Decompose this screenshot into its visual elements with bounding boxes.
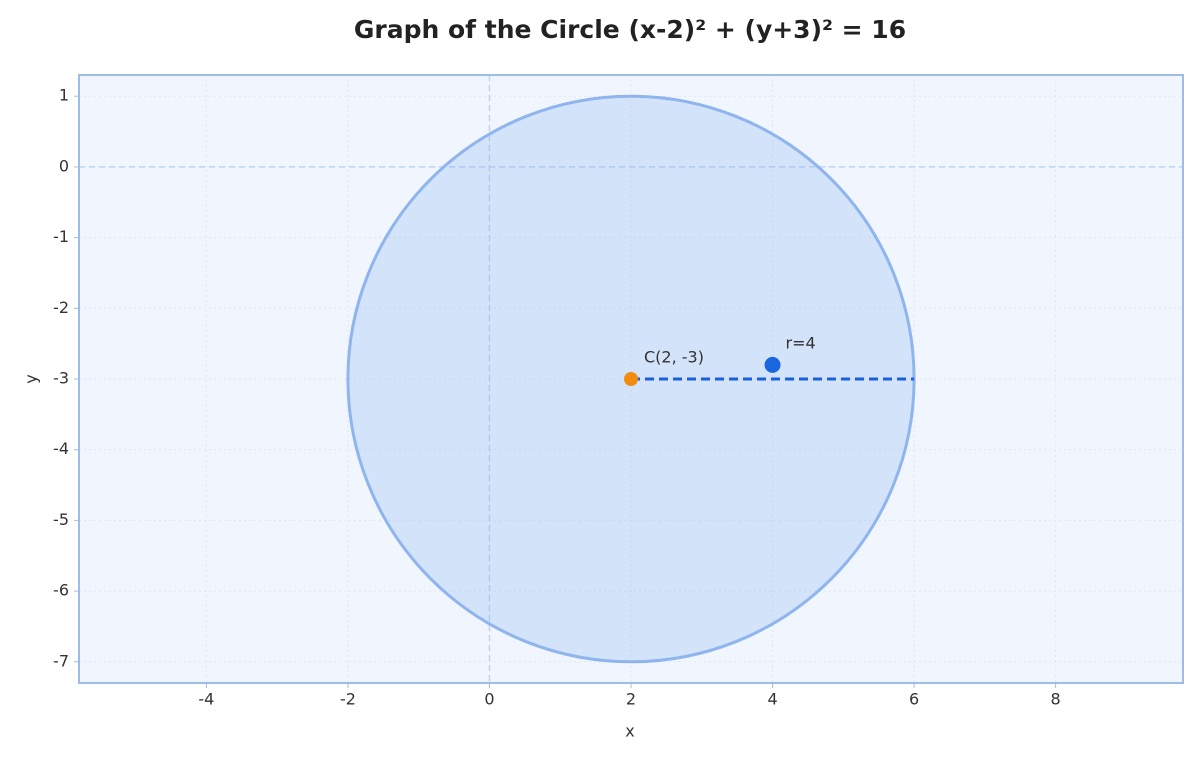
x-tick-label: 8 <box>1051 690 1061 709</box>
y-tick-label: -4 <box>53 439 69 458</box>
y-tick-label: -5 <box>53 510 69 529</box>
y-tick-label: -1 <box>53 227 69 246</box>
x-tick-label: -4 <box>198 690 214 709</box>
y-axis-label: y <box>22 374 41 383</box>
y-tick-label: -6 <box>53 581 69 600</box>
x-tick-label: 2 <box>626 690 636 709</box>
y-tick-label: 1 <box>59 86 69 105</box>
x-tick-label: 6 <box>909 690 919 709</box>
y-tick-label: -7 <box>53 651 69 670</box>
point-label: r=4 <box>786 333 816 352</box>
y-tick-label: -2 <box>53 298 69 317</box>
plot-frame <box>78 74 1184 684</box>
x-tick-label: 0 <box>484 690 494 709</box>
x-tick-label: -2 <box>340 690 356 709</box>
chart-title: Graph of the Circle (x-2)² + (y+3)² = 16 <box>354 15 906 44</box>
y-tick-label: 0 <box>59 156 69 175</box>
point-label: C(2, -3) <box>644 348 704 367</box>
point <box>764 356 781 373</box>
y-tick-label: -3 <box>53 369 69 388</box>
x-axis-label: x <box>625 722 634 741</box>
x-tick-label: 4 <box>767 690 777 709</box>
point <box>624 372 638 386</box>
